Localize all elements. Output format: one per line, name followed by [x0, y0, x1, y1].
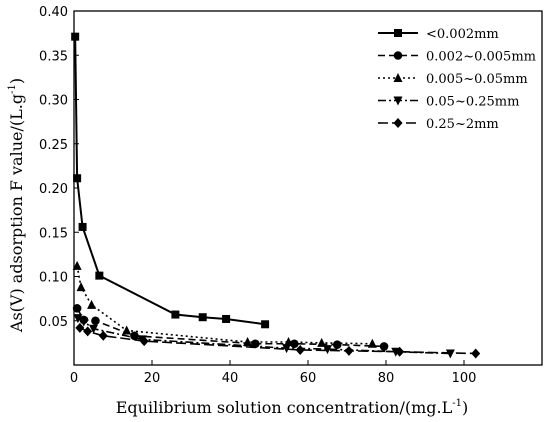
data-point	[139, 336, 149, 347]
y-tick-label: 0.20	[39, 182, 68, 197]
x-axis-title: Equilibrium solution concentration/(mg.L…	[116, 398, 468, 417]
series-3	[72, 260, 377, 348]
data-point	[72, 304, 82, 313]
legend-marker	[393, 118, 403, 128]
x-tick-label: 40	[222, 371, 239, 386]
data-point	[344, 345, 354, 356]
series-line	[77, 317, 451, 355]
data-point	[72, 260, 82, 270]
data-point	[445, 349, 455, 359]
data-point	[332, 340, 342, 349]
data-point	[222, 314, 231, 323]
legend-item: <0.002mm	[378, 27, 499, 42]
data-point	[317, 337, 327, 347]
data-point	[89, 324, 98, 334]
legend-label: 0.005~0.05mm	[426, 72, 528, 87]
legend-item: 0.25~2mm	[378, 117, 499, 132]
x-tick-label: 20	[144, 371, 161, 386]
y-tick-label: 0.30	[39, 94, 68, 109]
data-point	[367, 338, 377, 348]
legend-marker	[393, 51, 403, 60]
y-tick-label: 0.35	[39, 49, 68, 64]
legend-label: <0.002mm	[426, 27, 499, 42]
x-tick-label: 80	[378, 371, 395, 386]
data-point	[471, 348, 481, 359]
data-point	[73, 174, 82, 183]
y-tick-label: 0.05	[39, 315, 68, 330]
y-tick-label: 0.40	[39, 5, 68, 20]
data-point	[122, 325, 132, 335]
data-point	[73, 314, 83, 324]
data-point	[379, 342, 389, 351]
x-tick-label: 60	[300, 371, 317, 386]
legend-item: 0.05~0.25mm	[378, 95, 519, 110]
data-point	[395, 346, 405, 357]
data-point	[295, 344, 305, 355]
data-point	[261, 320, 270, 329]
series-5	[75, 322, 481, 359]
legend-item: 0.005~0.05mm	[378, 72, 528, 87]
y-tick-label: 0.10	[39, 271, 68, 286]
data-point	[76, 282, 86, 292]
legend-item: 0.002~0.005mm	[378, 50, 536, 65]
x-tick-label: 100	[452, 371, 477, 386]
data-point	[243, 336, 253, 346]
y-tick-label: 0.15	[39, 226, 68, 241]
series-line	[79, 327, 476, 355]
data-point	[130, 331, 139, 341]
data-point	[284, 336, 293, 346]
series-4	[73, 314, 455, 359]
legend-label: 0.002~0.005mm	[426, 50, 536, 65]
data-point	[95, 271, 104, 280]
plot-area	[71, 32, 481, 359]
legend-marker	[394, 29, 402, 37]
data-point	[171, 310, 180, 319]
data-point	[78, 222, 87, 231]
series-1	[71, 32, 270, 329]
legend-marker	[393, 73, 403, 82]
data-point	[71, 32, 80, 41]
data-point	[282, 344, 292, 354]
data-point	[198, 313, 207, 322]
data-point	[79, 317, 89, 327]
legend: <0.002mm 0.002~0.005mm 0.005~0.05mm 0.05~0.…	[378, 27, 536, 132]
y-axis-title: As(V) adsorption F value/(L.g-1)	[7, 78, 26, 333]
data-point	[75, 322, 85, 333]
y-tick-label: 0.25	[39, 138, 68, 153]
data-point	[83, 326, 93, 337]
data-point	[87, 299, 97, 309]
data-point	[91, 316, 100, 326]
axes: 0 20 40 60 80 100 0.05 0.10 0.15 0.20 0.25 0.30 0.35…	[39, 5, 543, 386]
legend-label: 0.05~0.25mm	[426, 95, 519, 110]
data-point	[323, 345, 332, 355]
data-point	[98, 330, 108, 341]
legend-label: 0.25~2mm	[426, 117, 499, 132]
legend-marker	[393, 96, 403, 106]
x-tick-label: 0	[70, 371, 78, 386]
